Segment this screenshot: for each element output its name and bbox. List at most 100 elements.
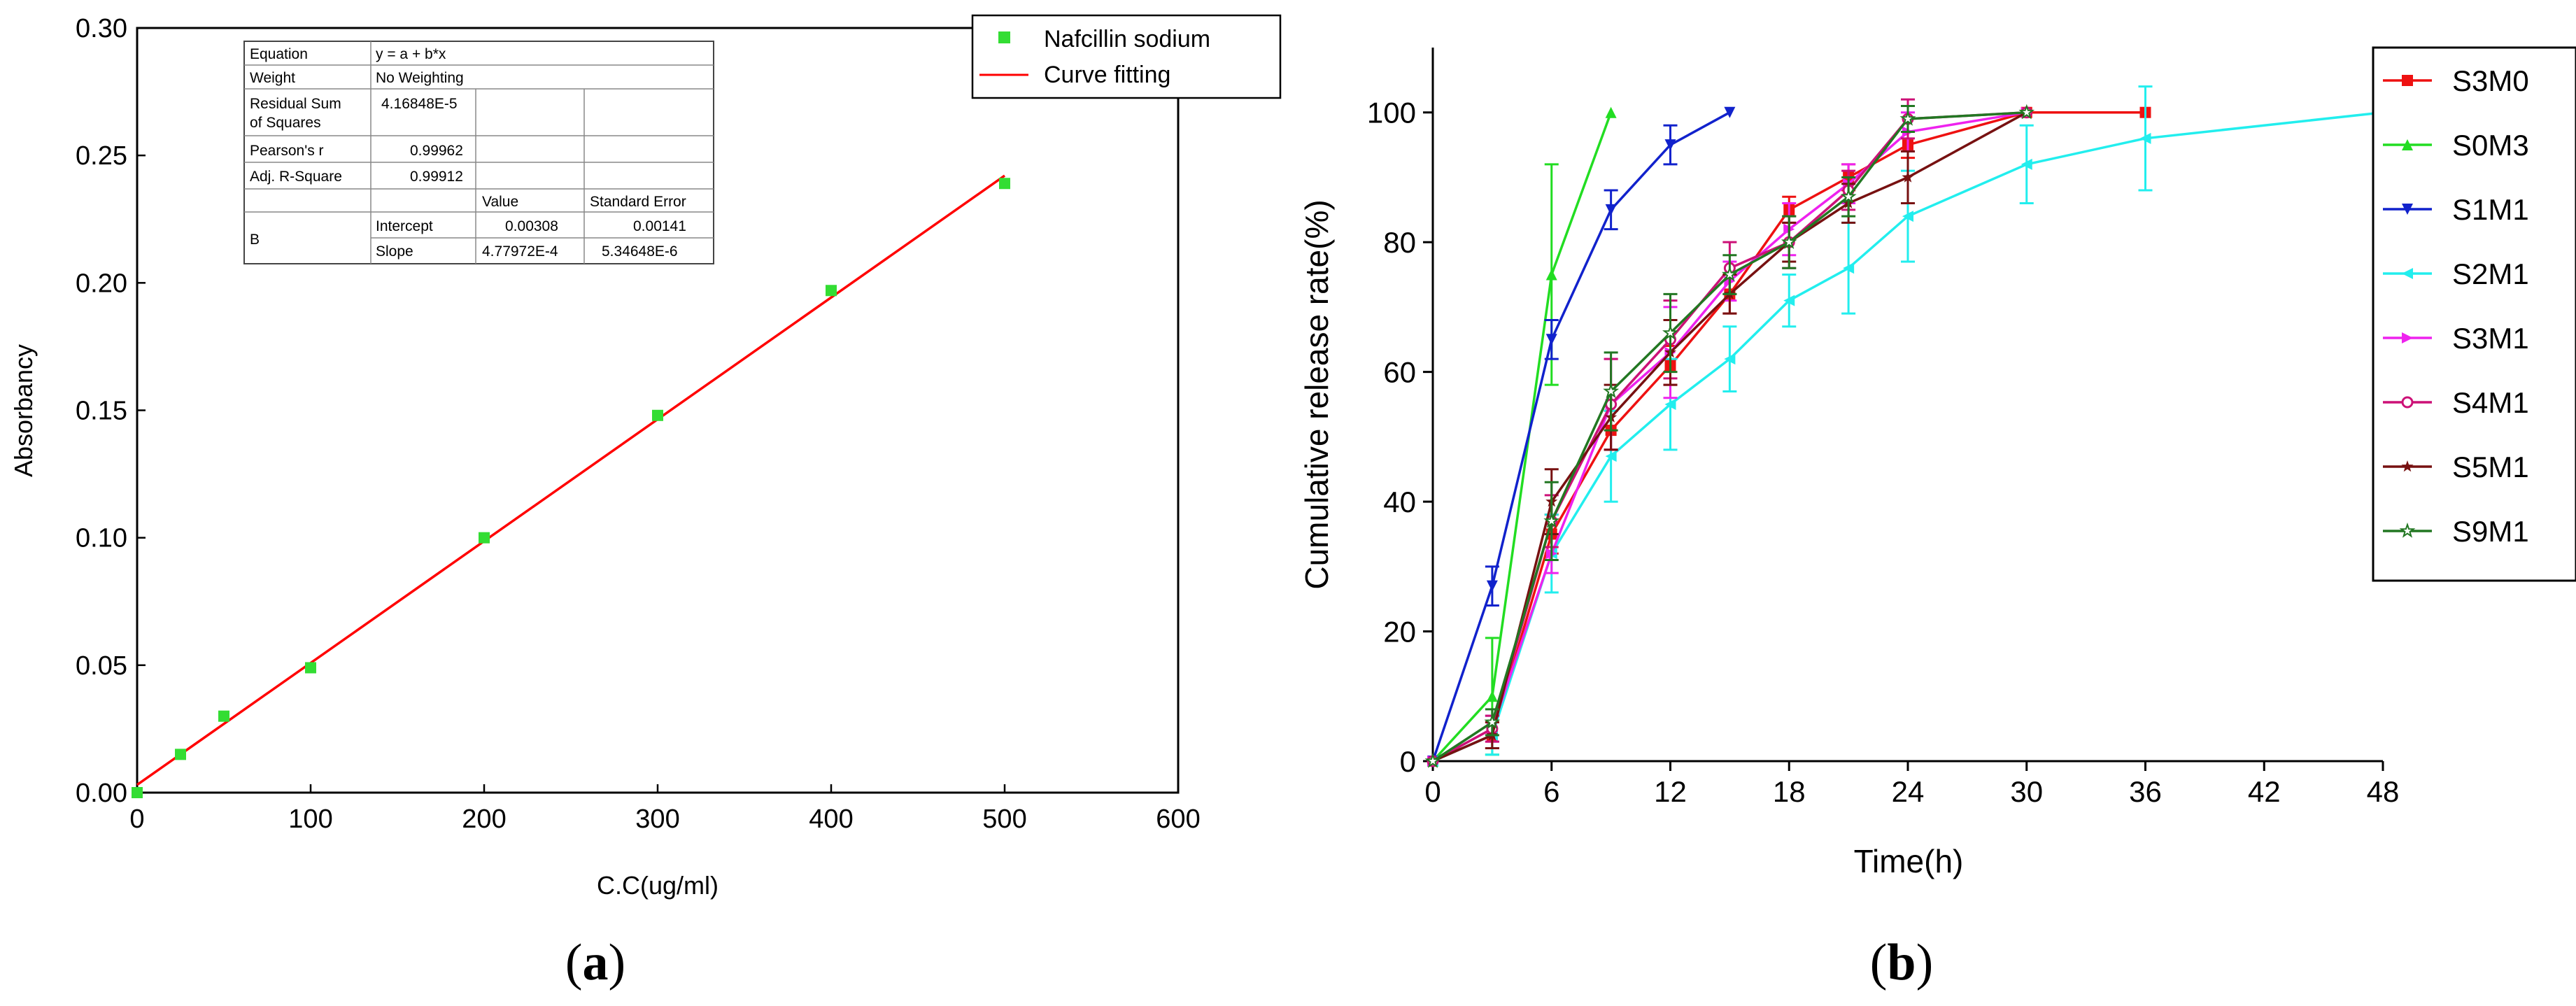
panel-a-stats-table: Equation y = a + b*x Weight No Weighting… bbox=[243, 41, 714, 264]
data-point-nafcillin bbox=[305, 662, 316, 674]
data-point-s0m3 bbox=[1486, 690, 1498, 702]
legend-item-s5m1: S5M1 bbox=[2383, 451, 2529, 483]
data-point-nafcillin bbox=[652, 409, 663, 421]
panel-b-x-tick-label: 48 bbox=[2367, 775, 2400, 808]
stats-table-border bbox=[243, 41, 714, 264]
stats-value-header: Value bbox=[482, 194, 518, 210]
stats-stderr-header: Standard Error bbox=[590, 194, 686, 210]
data-point-s1m1 bbox=[1486, 580, 1498, 592]
panel-b-y-tick-label: 60 bbox=[1383, 356, 1416, 389]
panel-b-legend: S3M0 S0M3 S1M1 S2M1 S3M1 S4M1 S5M1 S9M1 bbox=[2372, 46, 2576, 582]
legend-label-s3m0: S3M0 bbox=[2452, 64, 2529, 97]
legend-label-s9m1: S9M1 bbox=[2452, 515, 2529, 548]
panel-b-y-axis: 0 20 40 60 80 100 bbox=[1367, 97, 1433, 778]
legend-marker-s3m1 bbox=[2402, 332, 2413, 343]
series-s9m1 bbox=[1424, 104, 2035, 768]
panel-a-chart: 0.00 0.05 0.10 0.15 0.20 0.25 0.30 0 100 200 300 4… bbox=[9, 14, 1282, 991]
legend-label-s2m1: S2M1 bbox=[2452, 257, 2529, 290]
panel-b-y-tick-label: 0 bbox=[1400, 745, 1416, 778]
panel-a-y-tick-label: 0.25 bbox=[76, 141, 127, 171]
panel-b-x-tick-label: 6 bbox=[1543, 775, 1559, 808]
legend-marker-s3m0 bbox=[2402, 75, 2413, 86]
legend-item-s3m1: S3M1 bbox=[2383, 322, 2529, 355]
stats-pearson-label: Pearson's r bbox=[250, 143, 324, 159]
series-s4m1 bbox=[1427, 98, 2033, 767]
stats-b-label: B bbox=[250, 232, 260, 248]
panel-a-y-tick-label: 0.10 bbox=[76, 524, 127, 553]
data-point-s0m3 bbox=[1605, 106, 1617, 118]
panel-b-y-axis-title: Cumulative release rate(%) bbox=[1298, 199, 1335, 589]
data-point-s9m1 bbox=[1899, 110, 1916, 126]
data-point-s1m1 bbox=[1545, 334, 1557, 346]
panel-a-x-axis: 0 100 200 300 400 500 600 bbox=[129, 784, 1201, 834]
panel-b-y-tick-label: 40 bbox=[1383, 486, 1416, 518]
stats-rss-label-line2: of Squares bbox=[250, 115, 321, 131]
panel-b-x-tick-label: 36 bbox=[2129, 775, 2162, 808]
data-point-s5m1 bbox=[1902, 171, 1914, 183]
data-point-s2m1 bbox=[1605, 451, 1617, 462]
panel-b-x-tick-label: 30 bbox=[2010, 775, 2043, 808]
data-point-s1m1 bbox=[1664, 139, 1676, 151]
stats-weight-label: Weight bbox=[250, 70, 295, 86]
stats-intercept-value: 0.00308 bbox=[505, 218, 558, 234]
panel-b-x-tick-label: 42 bbox=[2248, 775, 2281, 808]
data-point-s9m1 bbox=[1424, 752, 1441, 768]
legend-label-curve-fitting: Curve fitting bbox=[1044, 62, 1170, 88]
data-point-nafcillin bbox=[826, 285, 837, 297]
stats-intercept-label: Intercept bbox=[376, 218, 433, 234]
legend-label-nafcillin: Nafcillin sodium bbox=[1044, 26, 1210, 52]
panel-a-legend-box bbox=[971, 14, 1282, 99]
series-s3m1 bbox=[1427, 106, 2032, 767]
panel-a-x-tick-label: 400 bbox=[809, 805, 853, 834]
legend-item-s2m1: S2M1 bbox=[2383, 257, 2529, 290]
stats-slope-value: 4.77972E-4 bbox=[482, 243, 558, 260]
panel-b-series-group bbox=[1424, 85, 2389, 768]
series-s5m1 bbox=[1427, 106, 2033, 767]
panel-a-y-tick-label: 0.05 bbox=[76, 651, 127, 681]
panel-b-y-tick-label: 20 bbox=[1383, 616, 1416, 649]
legend-marker-s4m1 bbox=[2401, 396, 2414, 409]
panel-a-y-tick-label: 0.30 bbox=[76, 14, 127, 43]
panel-a-x-tick-label: 300 bbox=[635, 805, 679, 834]
panel-a-x-axis-title: C.C(ug/ml) bbox=[597, 871, 719, 900]
stats-rss-value: 4.16848E-5 bbox=[381, 96, 458, 112]
data-point-s1m1 bbox=[1605, 204, 1617, 215]
legend-item-s3m0: S3M0 bbox=[2383, 64, 2529, 97]
stats-pearson-value: 0.99962 bbox=[410, 143, 463, 159]
panel-a-x-tick-label: 200 bbox=[462, 805, 506, 834]
panel-b-x-axis-title: Time(h) bbox=[1854, 843, 1964, 879]
series-line-s0m3 bbox=[1431, 112, 1613, 763]
data-point-s9m1 bbox=[1543, 512, 1560, 528]
stats-slope-label: Slope bbox=[376, 243, 413, 260]
legend-label-s0m3: S0M3 bbox=[2452, 129, 2529, 162]
legend-marker-nafcillin bbox=[998, 31, 1010, 43]
panel-b-label: (b) bbox=[1870, 934, 1933, 991]
series-line-s9m1 bbox=[1432, 111, 2027, 763]
data-point-s2m1 bbox=[1664, 399, 1676, 410]
stats-rss-label-line1: Residual Sum bbox=[250, 96, 341, 112]
data-point-s9m1 bbox=[1662, 324, 1678, 340]
panel-b-legend-box bbox=[2372, 46, 2576, 582]
panel-b-y-tick-label: 100 bbox=[1367, 97, 1416, 129]
stats-intercept-err: 0.00141 bbox=[633, 218, 686, 234]
panel-a-y-tick-label: 0.00 bbox=[76, 779, 127, 808]
data-point-s9m1 bbox=[1840, 188, 1857, 204]
data-point-nafcillin bbox=[175, 749, 186, 760]
data-point-s2m1 bbox=[1843, 262, 1855, 274]
panel-b-x-tick-label: 24 bbox=[1892, 775, 1925, 808]
panel-b-y-tick-label: 80 bbox=[1383, 226, 1416, 259]
legend-label-s5m1: S5M1 bbox=[2452, 451, 2529, 483]
data-point-nafcillin bbox=[132, 787, 143, 798]
panel-a-x-tick-label: 600 bbox=[1156, 805, 1200, 834]
stats-adjr-label: Adj. R-Square bbox=[250, 169, 342, 185]
panel-a-point-series bbox=[132, 178, 1010, 798]
data-point-s2m1 bbox=[1724, 353, 1736, 365]
data-point-s2m1 bbox=[2021, 158, 2032, 170]
series-s0m3 bbox=[1427, 106, 1617, 767]
series-line-s1m1 bbox=[1431, 111, 1731, 762]
data-point-s1m1 bbox=[1724, 106, 1736, 118]
series-line-s5m1 bbox=[1432, 111, 2027, 763]
legend-marker-s5m1 bbox=[2401, 460, 2414, 472]
data-point-s9m1 bbox=[1484, 714, 1501, 730]
stats-weight-value: No Weighting bbox=[376, 70, 464, 86]
